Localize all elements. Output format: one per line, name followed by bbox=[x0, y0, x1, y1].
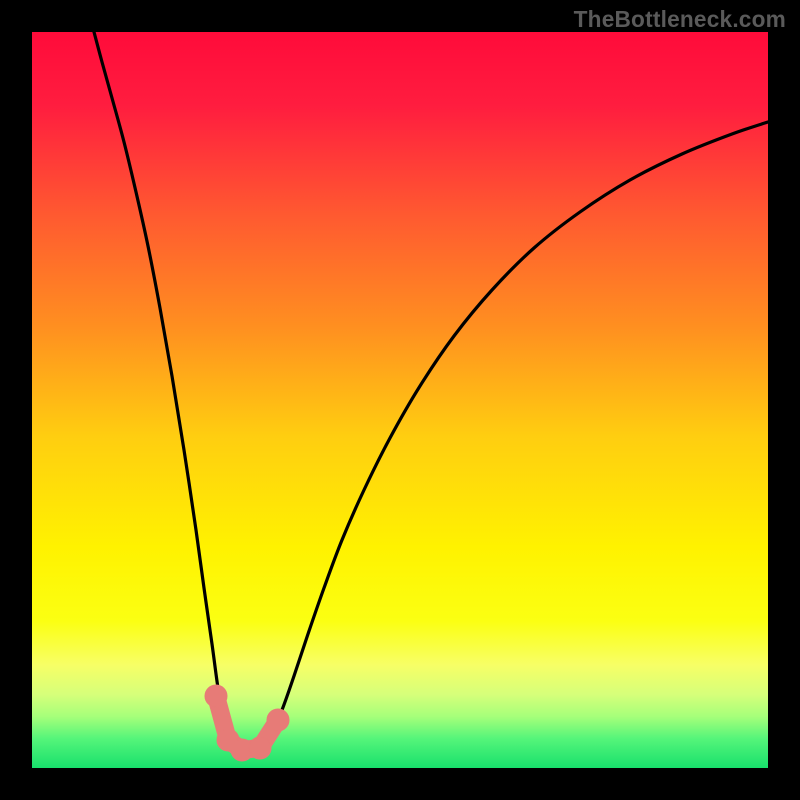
marker-point bbox=[267, 709, 289, 731]
marker-point bbox=[205, 685, 227, 707]
watermark-text: TheBottleneck.com bbox=[574, 6, 786, 33]
marker-point bbox=[249, 737, 271, 759]
bottleneck-curve bbox=[94, 32, 768, 751]
curve-layer bbox=[32, 32, 768, 768]
chart-frame: TheBottleneck.com bbox=[0, 0, 800, 800]
plot-area bbox=[32, 32, 768, 768]
